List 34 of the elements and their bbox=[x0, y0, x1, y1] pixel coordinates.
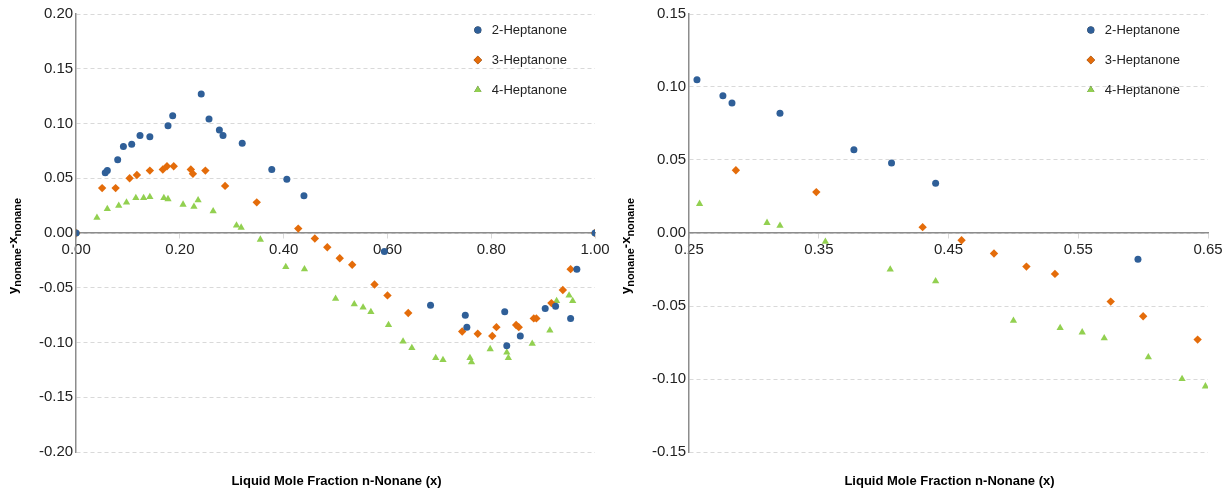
y-tick-label: -0.10 bbox=[651, 369, 687, 387]
y-tick-label: 0.15 bbox=[43, 58, 74, 76]
x-tick-label: 0.20 bbox=[165, 240, 195, 258]
y-tick-label: 0.05 bbox=[43, 168, 74, 186]
y-tick-label: 0.00 bbox=[656, 223, 687, 241]
x-tick-label: 0.65 bbox=[1193, 240, 1223, 258]
x-axis-title: Liquid Mole Fraction n-Nonane (x) bbox=[843, 473, 1056, 488]
legend-label: 2-Heptanone bbox=[491, 21, 567, 37]
legend-label: 4-Heptanone bbox=[491, 81, 567, 97]
y-tick-label: 0.20 bbox=[43, 4, 74, 22]
y-tick-label: -0.15 bbox=[38, 387, 74, 405]
y-tick-label: 0.15 bbox=[656, 4, 687, 22]
legend-label: 2-Heptanone bbox=[1104, 21, 1180, 37]
x-axis-title: Liquid Mole Fraction n-Nonane (x) bbox=[230, 473, 443, 488]
y-tick-label: 0.10 bbox=[43, 113, 74, 131]
y-tick-label: -0.20 bbox=[38, 442, 74, 460]
legend-label: 4-Heptanone bbox=[1104, 81, 1180, 97]
x-tick-label: 0.45 bbox=[933, 240, 964, 258]
legend-label: 3-Heptanone bbox=[491, 51, 567, 67]
y-tick-label: -0.05 bbox=[38, 277, 74, 295]
y-tick-label: -0.05 bbox=[651, 296, 687, 314]
y-tick-label: 0.00 bbox=[43, 223, 74, 241]
y-tick-label: 0.05 bbox=[656, 150, 687, 168]
x-tick-label: 0.80 bbox=[476, 240, 506, 258]
y-tick-label: 0.10 bbox=[656, 77, 687, 95]
y-tick-label: -0.15 bbox=[651, 442, 687, 460]
x-tick-label: 0.35 bbox=[804, 240, 834, 258]
x-tick-label: 0.55 bbox=[1063, 240, 1093, 258]
x-tick-label: 1.00 bbox=[580, 240, 610, 258]
y-tick-label: -0.10 bbox=[38, 332, 74, 350]
x-tick-label: 0.25 bbox=[674, 240, 704, 258]
x-tick-label: 0.40 bbox=[269, 240, 299, 258]
x-tick-label: 0.60 bbox=[372, 240, 403, 258]
legend-label: 3-Heptanone bbox=[1104, 51, 1180, 67]
